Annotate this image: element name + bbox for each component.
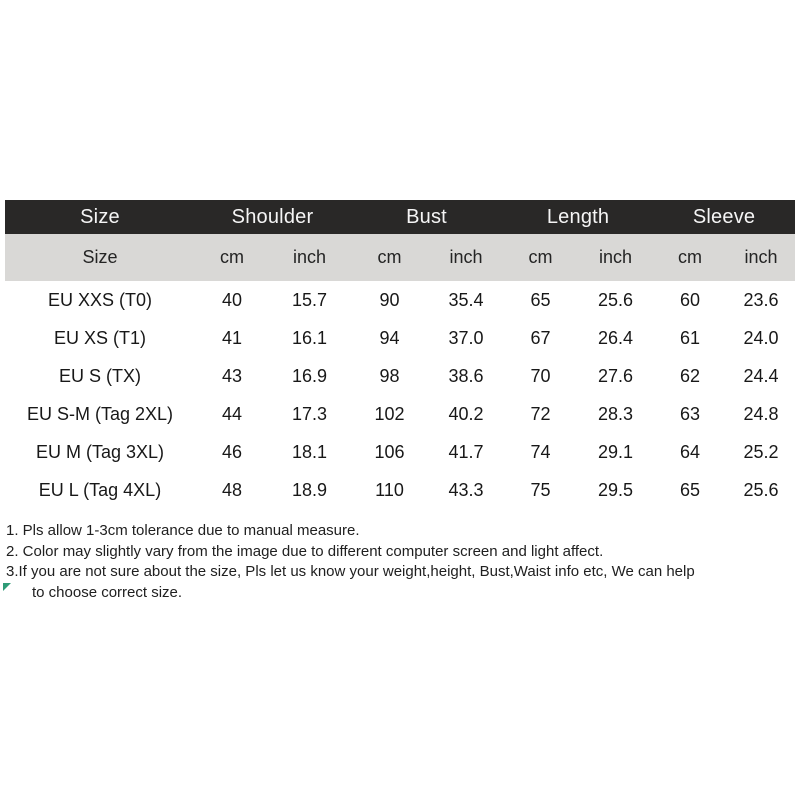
cell-value: 94: [379, 327, 400, 348]
cell-value: 35.4: [448, 289, 484, 310]
cell-value: 43.3: [448, 479, 484, 500]
cell-value: 27.6: [598, 365, 634, 386]
cell-value: 41.7: [448, 441, 484, 462]
unit-header-bust-cm: cm: [377, 247, 402, 267]
unit-header-sleeve-inch: inch: [744, 247, 778, 267]
cell-value: 18.1: [291, 441, 328, 462]
table-row: EU M (Tag 3XL) 46 18.1 106 41.7 74 29.1 …: [5, 433, 796, 471]
cursor-artifact-icon: [3, 583, 11, 591]
cell-value: 24.0: [743, 327, 779, 348]
unit-header-sleeve-cm: cm: [678, 247, 703, 267]
cell-value: 90: [379, 289, 400, 310]
cell-value: 110: [375, 479, 404, 500]
cell-value: 16.1: [291, 327, 328, 348]
notes-section: 1. Pls allow 1-3cm tolerance due to manu…: [6, 521, 786, 603]
cell-value: 29.5: [598, 479, 634, 500]
column-header-size: Size: [80, 205, 120, 228]
table-unit-row: Size cm inch cm inch cm inch cm inch: [5, 234, 796, 281]
size-chart-table: Size Shoulder Bust Length Sleeve Size cm…: [5, 200, 796, 509]
cell-value: 24.8: [743, 403, 779, 424]
cell-value: 40.2: [448, 403, 484, 424]
cell-value: 102: [374, 403, 405, 424]
cell-value: 65: [530, 289, 551, 310]
cell-value: 62: [680, 365, 701, 386]
cell-size-name: EU S-M (Tag 2XL): [26, 403, 174, 424]
cell-size-name: EU L (Tag 4XL): [38, 479, 162, 500]
cell-value: 44: [221, 403, 243, 424]
table-header-row: Size Shoulder Bust Length Sleeve: [5, 200, 796, 234]
cell-value: 48: [221, 479, 243, 500]
unit-header-length-inch: inch: [599, 247, 633, 267]
table-row: EU L (Tag 4XL) 48 18.9 110 43.3 75 29.5 …: [5, 471, 796, 509]
table-row: EU XS (T1) 41 16.1 94 37.0 67 26.4 61 24…: [5, 319, 796, 357]
cell-value: 106: [374, 441, 405, 462]
cell-value: 65: [680, 479, 701, 500]
unit-header-shoulder-cm: cm: [220, 247, 244, 267]
column-header-sleeve: Sleeve: [692, 205, 756, 228]
cell-value: 70: [530, 365, 551, 386]
cell-value: 38.6: [448, 365, 484, 386]
cell-size-name: EU S (TX): [58, 365, 141, 386]
cell-value: 23.6: [743, 289, 779, 310]
note-size-help: 3.If you are not sure about the size, Pl…: [6, 563, 695, 580]
cell-value: 26.4: [598, 327, 634, 348]
cell-value: 29.1: [598, 441, 634, 462]
cell-value: 67: [530, 327, 551, 348]
cell-value: 25.6: [598, 289, 634, 310]
cell-value: 24.4: [743, 365, 779, 386]
table-row: EU S-M (Tag 2XL) 44 17.3 102 40.2 72 28.…: [5, 395, 796, 433]
cell-value: 64: [680, 441, 701, 462]
cell-value: 17.3: [291, 403, 328, 424]
cell-value: 18.9: [291, 479, 328, 500]
unit-header-shoulder-inch: inch: [292, 247, 327, 267]
column-header-length: Length: [546, 205, 610, 228]
unit-header-size: Size: [82, 247, 118, 267]
cell-value: 46: [221, 441, 243, 462]
cell-value: 28.3: [598, 403, 634, 424]
cell-value: 41: [221, 327, 243, 348]
column-header-shoulder: Shoulder: [231, 205, 314, 228]
cell-value: 15.7: [291, 289, 328, 310]
note-size-help-continued: to choose correct size.: [32, 583, 183, 601]
cell-size-name: EU XS (T1): [53, 327, 146, 348]
note-color-variance: 2. Color may slightly vary from the imag…: [6, 542, 604, 560]
cell-size-name: EU M (Tag 3XL): [35, 441, 165, 462]
cell-value: 40: [221, 289, 243, 310]
table-row: EU S (TX) 43 16.9 98 38.6 70 27.6 62 24.…: [5, 357, 796, 395]
cell-value: 37.0: [448, 327, 484, 348]
cell-value: 63: [680, 403, 701, 424]
table-row: EU XXS (T0) 40 15.7 90 35.4 65 25.6 60 2…: [5, 281, 796, 319]
cell-value: 72: [530, 403, 551, 424]
cell-value: 61: [680, 327, 701, 348]
cell-value: 25.2: [743, 441, 779, 462]
cell-value: 75: [530, 479, 551, 500]
cell-value: 43: [221, 365, 243, 386]
note-tolerance: 1. Pls allow 1-3cm tolerance due to manu…: [6, 522, 360, 539]
column-header-bust: Bust: [406, 205, 447, 228]
cell-value: 74: [530, 441, 551, 462]
unit-header-bust-inch: inch: [449, 247, 483, 267]
cell-size-name: EU XXS (T0): [47, 289, 153, 310]
cell-value: 60: [680, 289, 701, 310]
cell-value: 25.6: [743, 479, 779, 500]
cell-value: 16.9: [291, 365, 328, 386]
unit-header-length-cm: cm: [528, 247, 553, 267]
cell-value: 98: [379, 365, 400, 386]
